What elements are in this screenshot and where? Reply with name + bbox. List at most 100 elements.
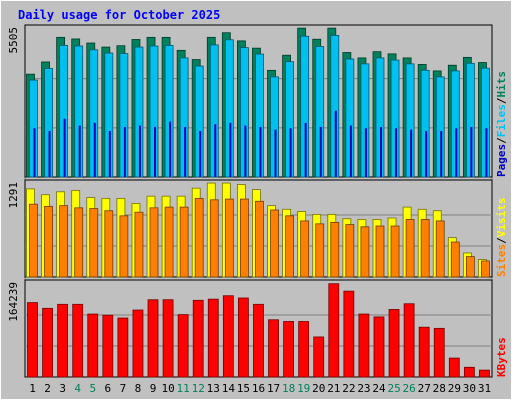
day-label-5: 5 bbox=[89, 382, 96, 395]
day-label-2: 2 bbox=[44, 382, 51, 395]
bar-sites-4 bbox=[74, 207, 84, 278]
day-label-1: 1 bbox=[29, 382, 36, 395]
legend-entry-visits: Visits bbox=[495, 198, 508, 238]
bar-kbytes-18 bbox=[283, 321, 294, 378]
day-label-9: 9 bbox=[150, 382, 157, 395]
bar-pages-8 bbox=[138, 125, 141, 177]
max-label-kbytes: 164239 bbox=[7, 282, 20, 322]
legend-separator: / bbox=[495, 237, 508, 244]
bar-sites-12 bbox=[194, 197, 204, 278]
bar-kbytes-21 bbox=[328, 283, 340, 378]
bar-pages-12 bbox=[199, 130, 202, 177]
day-label-17: 17 bbox=[267, 382, 280, 395]
bar-sites-6 bbox=[104, 210, 114, 278]
bar-kbytes-17 bbox=[268, 319, 279, 378]
legend-separator: / bbox=[495, 137, 508, 144]
bar-pages-4 bbox=[78, 125, 81, 177]
legend-entry-pages: Pages bbox=[495, 144, 508, 177]
bar-kbytes-2 bbox=[42, 307, 53, 378]
bar-kbytes-6 bbox=[102, 314, 114, 378]
legend-kbytes: KBytes bbox=[495, 337, 508, 377]
day-label-11: 11 bbox=[177, 382, 190, 395]
bar-sites-1 bbox=[29, 203, 38, 278]
bar-pages-28 bbox=[440, 130, 443, 177]
legend-entry-files: Files bbox=[495, 104, 508, 137]
legend-hits: Pages/Files/Hits bbox=[495, 71, 508, 177]
bar-sites-10 bbox=[164, 206, 174, 278]
bar-pages-7 bbox=[123, 126, 126, 177]
bar-pages-17 bbox=[274, 129, 277, 177]
bar-sites-20 bbox=[315, 223, 325, 278]
bar-kbytes-26 bbox=[403, 303, 415, 378]
bar-kbytes-24 bbox=[373, 316, 385, 378]
bar-pages-19 bbox=[304, 122, 307, 177]
bar-kbytes-8 bbox=[132, 309, 144, 378]
bar-sites-22 bbox=[345, 224, 355, 278]
bar-sites-26 bbox=[405, 219, 415, 278]
bar-sites-9 bbox=[149, 207, 159, 278]
bar-sites-7 bbox=[119, 215, 129, 278]
day-label-6: 6 bbox=[105, 382, 112, 395]
bar-kbytes-4 bbox=[72, 303, 84, 378]
bar-kbytes-15 bbox=[238, 297, 249, 378]
day-label-20: 20 bbox=[312, 382, 325, 395]
day-label-13: 13 bbox=[207, 382, 220, 395]
bar-pages-3 bbox=[63, 118, 66, 177]
bar-sites-27 bbox=[420, 219, 430, 278]
bar-pages-15 bbox=[244, 125, 247, 177]
bar-files-3 bbox=[59, 45, 69, 178]
bar-pages-22 bbox=[349, 125, 352, 177]
bar-kbytes-23 bbox=[358, 313, 370, 378]
day-label-18: 18 bbox=[282, 382, 295, 395]
max-label-hits: 5505 bbox=[7, 27, 20, 54]
bar-kbytes-13 bbox=[207, 298, 219, 378]
bar-sites-24 bbox=[375, 225, 385, 278]
bar-sites-25 bbox=[390, 225, 400, 278]
bar-sites-16 bbox=[255, 200, 264, 278]
day-label-23: 23 bbox=[357, 382, 370, 395]
bar-kbytes-14 bbox=[222, 295, 234, 378]
day-label-16: 16 bbox=[252, 382, 265, 395]
bar-pages-31 bbox=[485, 128, 488, 177]
legend-entry-sites: Sites bbox=[495, 244, 508, 277]
bar-kbytes-16 bbox=[253, 303, 264, 378]
bar-pages-5 bbox=[93, 122, 96, 177]
bar-pages-20 bbox=[319, 126, 322, 177]
bar-kbytes-10 bbox=[162, 299, 174, 378]
day-label-21: 21 bbox=[327, 382, 340, 395]
bar-pages-6 bbox=[108, 130, 111, 177]
bar-sites-19 bbox=[300, 220, 310, 278]
bar-sites-21 bbox=[330, 221, 340, 278]
day-label-31: 31 bbox=[478, 382, 491, 395]
day-label-24: 24 bbox=[372, 382, 386, 395]
bar-sites-28 bbox=[435, 220, 445, 278]
plot-area: 5505Pages/Files/Hits1291Sites/Visits1642… bbox=[7, 24, 508, 395]
legend-entry-kbytes: KBytes bbox=[495, 337, 508, 377]
legend-visits: Sites/Visits bbox=[495, 198, 508, 278]
bar-sites-31 bbox=[481, 260, 490, 278]
bar-kbytes-29 bbox=[448, 357, 460, 378]
bar-kbytes-27 bbox=[418, 326, 430, 378]
bar-pages-13 bbox=[214, 124, 217, 177]
bar-pages-2 bbox=[48, 130, 51, 177]
day-label-10: 10 bbox=[161, 382, 174, 395]
bar-sites-5 bbox=[89, 208, 99, 278]
day-label-15: 15 bbox=[237, 382, 250, 395]
bar-pages-26 bbox=[410, 129, 413, 177]
bar-kbytes-20 bbox=[313, 336, 325, 378]
bar-kbytes-9 bbox=[147, 299, 159, 378]
bar-kbytes-1 bbox=[27, 302, 38, 378]
day-label-29: 29 bbox=[448, 382, 461, 395]
day-label-26: 26 bbox=[403, 382, 416, 395]
bar-pages-24 bbox=[379, 126, 382, 177]
bar-kbytes-11 bbox=[177, 314, 189, 378]
bar-pages-21 bbox=[334, 110, 337, 177]
day-label-28: 28 bbox=[433, 382, 446, 395]
bar-sites-2 bbox=[44, 205, 53, 278]
bar-kbytes-28 bbox=[433, 327, 445, 378]
day-label-27: 27 bbox=[418, 382, 431, 395]
bar-kbytes-7 bbox=[117, 317, 129, 378]
bar-pages-1 bbox=[33, 128, 36, 177]
bar-sites-15 bbox=[240, 198, 249, 278]
bar-sites-14 bbox=[224, 198, 234, 278]
